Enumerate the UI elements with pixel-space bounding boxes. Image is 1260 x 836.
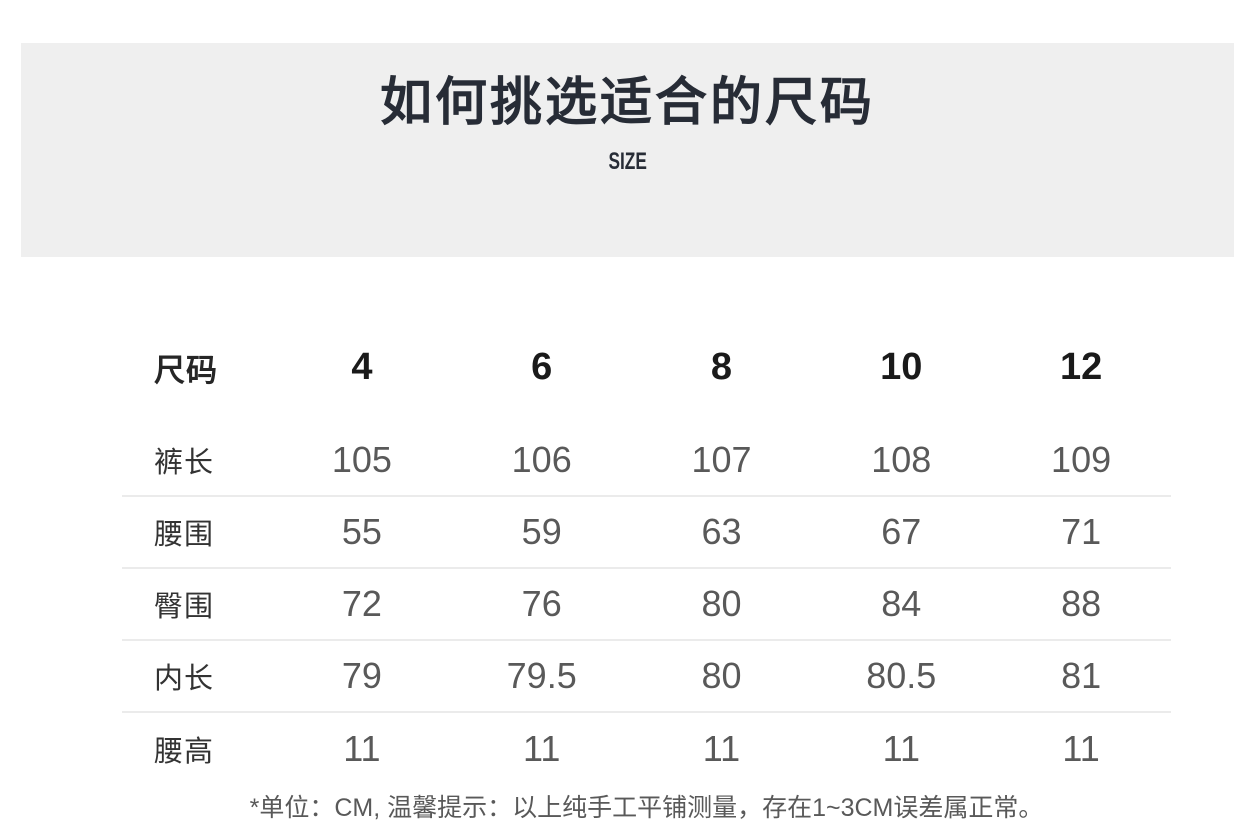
table-cell: 107: [691, 439, 752, 480]
column-header-size-10: 10: [880, 345, 923, 388]
table-cell: 109: [1051, 439, 1112, 480]
table-cell: 80: [701, 655, 742, 696]
table-cell: 81: [1061, 655, 1102, 696]
table-header-row: 尺码 4 6 8 10 12: [122, 330, 1171, 404]
row-label: 腰围: [154, 519, 215, 551]
table-cell: 80.5: [866, 655, 937, 696]
table-cell: 80: [701, 583, 742, 624]
column-header-size-12: 12: [1059, 345, 1103, 388]
table-body: 裤长 105 106 107 108 109 腰围 55 59 63 67 71…: [122, 425, 1171, 785]
table-row-rise: 腰高 11 11 11 11 11: [122, 713, 1171, 785]
table-row-hip: 臀围 72 76 80 84 88: [122, 569, 1171, 641]
table-cell: 88: [1061, 583, 1102, 624]
column-header-size-4: 4: [351, 345, 373, 388]
column-header-size-8: 8: [710, 345, 733, 388]
table-cell: 11: [343, 728, 381, 769]
table-cell: 67: [881, 511, 922, 552]
table-cell: 108: [871, 439, 932, 480]
table-cell: 63: [701, 511, 742, 552]
table-cell: 71: [1061, 511, 1102, 552]
size-chart-table: 尺码 4 6 8 10 12 裤长 105 106 107 108 109 腰围…: [122, 330, 1171, 823]
table-cell: 79.5: [506, 655, 577, 696]
table-cell: 11: [882, 728, 920, 769]
table-cell: 84: [881, 583, 922, 624]
table-row-inseam: 内长 79 79.5 80 80.5 81: [122, 641, 1171, 713]
row-label: 内长: [154, 663, 215, 695]
row-label: 腰高: [154, 736, 215, 768]
table-cell: 55: [341, 511, 382, 552]
size-guide-banner: 如何挑选适合的尺码 SIZE: [21, 43, 1234, 257]
table-cell: 76: [521, 583, 562, 624]
table-row-pants-length: 裤长 105 106 107 108 109: [122, 425, 1171, 497]
table-cell: 11: [702, 728, 741, 769]
table-cell: 59: [521, 511, 562, 552]
table-cell: 72: [341, 583, 382, 624]
table-cell: 11: [523, 728, 561, 769]
table-cell: 79: [341, 655, 382, 696]
banner-subtitle: SIZE: [608, 148, 647, 175]
table-cell: 105: [331, 439, 392, 480]
column-header-size-6: 6: [531, 345, 553, 388]
column-header-size-label: 尺码: [154, 352, 218, 388]
table-cell: 11: [1062, 728, 1100, 769]
table-row-waist: 腰围 55 59 63 67 71: [122, 497, 1171, 569]
page-title: 如何挑选适合的尺码: [379, 74, 875, 132]
measurement-footnote: *单位：CM, 温馨提示：以上纯手工平铺测量，存在1~3CM误差属正常。: [249, 794, 1044, 822]
table-cell: 106: [511, 439, 572, 480]
row-label: 臀围: [154, 591, 215, 623]
row-label: 裤长: [154, 447, 215, 479]
